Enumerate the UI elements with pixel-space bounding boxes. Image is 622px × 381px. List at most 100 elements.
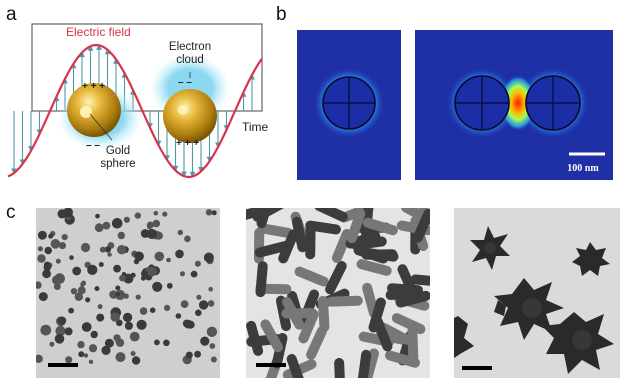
sphere-particle <box>94 223 104 233</box>
sphere-particle <box>175 313 182 319</box>
sphere-particle <box>78 351 85 358</box>
sphere-particle <box>87 264 98 275</box>
sphere-particle <box>36 281 42 289</box>
sphere-particle <box>166 257 171 263</box>
sphere-particle <box>107 252 112 257</box>
sphere-particle <box>37 254 46 263</box>
sphere-particle <box>40 324 52 336</box>
rod-particle <box>282 296 305 330</box>
hotspot <box>500 75 536 131</box>
sphere-particle <box>53 283 61 290</box>
sphere-particle <box>74 292 83 301</box>
sphere-particle <box>38 292 48 302</box>
gold-sphere-pointer <box>89 113 113 141</box>
electric-field-label: Electric field <box>66 25 131 39</box>
sphere-particle <box>163 339 170 347</box>
sphere-particle <box>57 209 67 219</box>
sphere-particle <box>134 251 144 262</box>
sphere-particle <box>95 213 100 219</box>
field-arrowhead <box>96 44 102 50</box>
sphere-particle <box>135 294 141 300</box>
sphere-particle <box>98 262 104 267</box>
sphere-particle <box>166 282 173 289</box>
panel-b-field-maps: 100 nm <box>297 30 613 180</box>
sphere-particle <box>58 316 67 325</box>
sphere-particle <box>205 209 213 216</box>
electron-cloud-label: Electron <box>169 41 211 53</box>
rod-particle <box>246 208 270 222</box>
sphere-particle <box>152 281 163 292</box>
sphere-particle <box>206 326 218 337</box>
rod-particle <box>314 208 348 222</box>
gold-sphere-label-2: sphere <box>100 158 135 170</box>
sphere-particle <box>140 275 146 281</box>
sphere-particle <box>65 356 73 364</box>
sphere-particle <box>117 231 126 240</box>
sphere-particle <box>90 330 98 339</box>
sphere-particle <box>117 245 127 255</box>
sphere-particle <box>207 300 215 307</box>
sphere-particle <box>123 216 130 223</box>
rod-particle <box>256 208 274 229</box>
tem-image-rods <box>246 208 430 378</box>
sphere-particle <box>183 319 193 329</box>
sphere-particle <box>97 304 103 310</box>
sphere-particle <box>139 307 148 315</box>
rod-particle <box>391 313 426 335</box>
rod-particle <box>317 295 330 332</box>
sphere-particle <box>111 218 123 229</box>
sphere-particle <box>101 345 111 355</box>
axes-box <box>31 23 263 112</box>
sphere-particle <box>210 356 217 363</box>
gold-sphere-label-1: Gold <box>106 145 130 157</box>
sphere-particle <box>42 269 51 279</box>
sphere-particle <box>147 224 152 230</box>
field-arrowhead <box>189 171 196 178</box>
sphere-particle <box>115 352 126 363</box>
sphere-particle <box>43 261 51 269</box>
sphere-particle <box>164 304 171 311</box>
sphere-particle <box>52 275 62 285</box>
sphere-particle <box>96 313 105 322</box>
sphere-particle <box>55 325 66 337</box>
sphere-particle <box>211 210 217 216</box>
sphere-particle <box>185 351 193 359</box>
gold-sphere-right <box>163 89 217 143</box>
charges-top-right: – – <box>178 77 192 88</box>
rod-particle <box>368 297 386 333</box>
rod-particle <box>325 261 347 295</box>
scale-bar-label: 100 nm <box>567 163 599 174</box>
panel-label-a: a <box>6 4 17 25</box>
rod-particle <box>254 241 291 258</box>
sphere-particle <box>146 228 157 240</box>
star-particle <box>494 300 506 316</box>
sphere-particle <box>115 285 121 291</box>
electric-field-curve <box>7 43 263 179</box>
rod-particle <box>395 290 430 308</box>
sphere-particle <box>70 288 78 295</box>
sphere-particle <box>130 351 136 356</box>
sphere-particle <box>102 221 111 230</box>
sphere-particle <box>180 271 185 277</box>
rod-particle <box>334 357 346 378</box>
sphere-particle <box>37 246 43 252</box>
sphere-particle <box>80 282 85 287</box>
sphere-particle <box>196 294 202 300</box>
sphere-particle <box>180 300 189 308</box>
rod-particle <box>294 266 329 287</box>
star-particle <box>454 316 474 358</box>
electron-cloud-label-2: cloud <box>176 54 204 66</box>
rod-particle <box>412 208 430 243</box>
sphere-particle <box>55 258 61 264</box>
rod-particle <box>298 309 319 344</box>
rod-particle <box>255 261 268 298</box>
sphere-particle <box>77 340 85 349</box>
sphere-particle <box>198 300 209 310</box>
rod-particle <box>291 216 308 253</box>
panel-a-schematic: + + + – – – – + + + Electric field Elect… <box>7 23 269 179</box>
sphere-particle <box>77 286 86 295</box>
sphere-particle <box>200 336 210 346</box>
sphere-particle <box>134 212 141 219</box>
sphere-particle <box>68 307 74 314</box>
sphere-particle <box>154 251 165 262</box>
